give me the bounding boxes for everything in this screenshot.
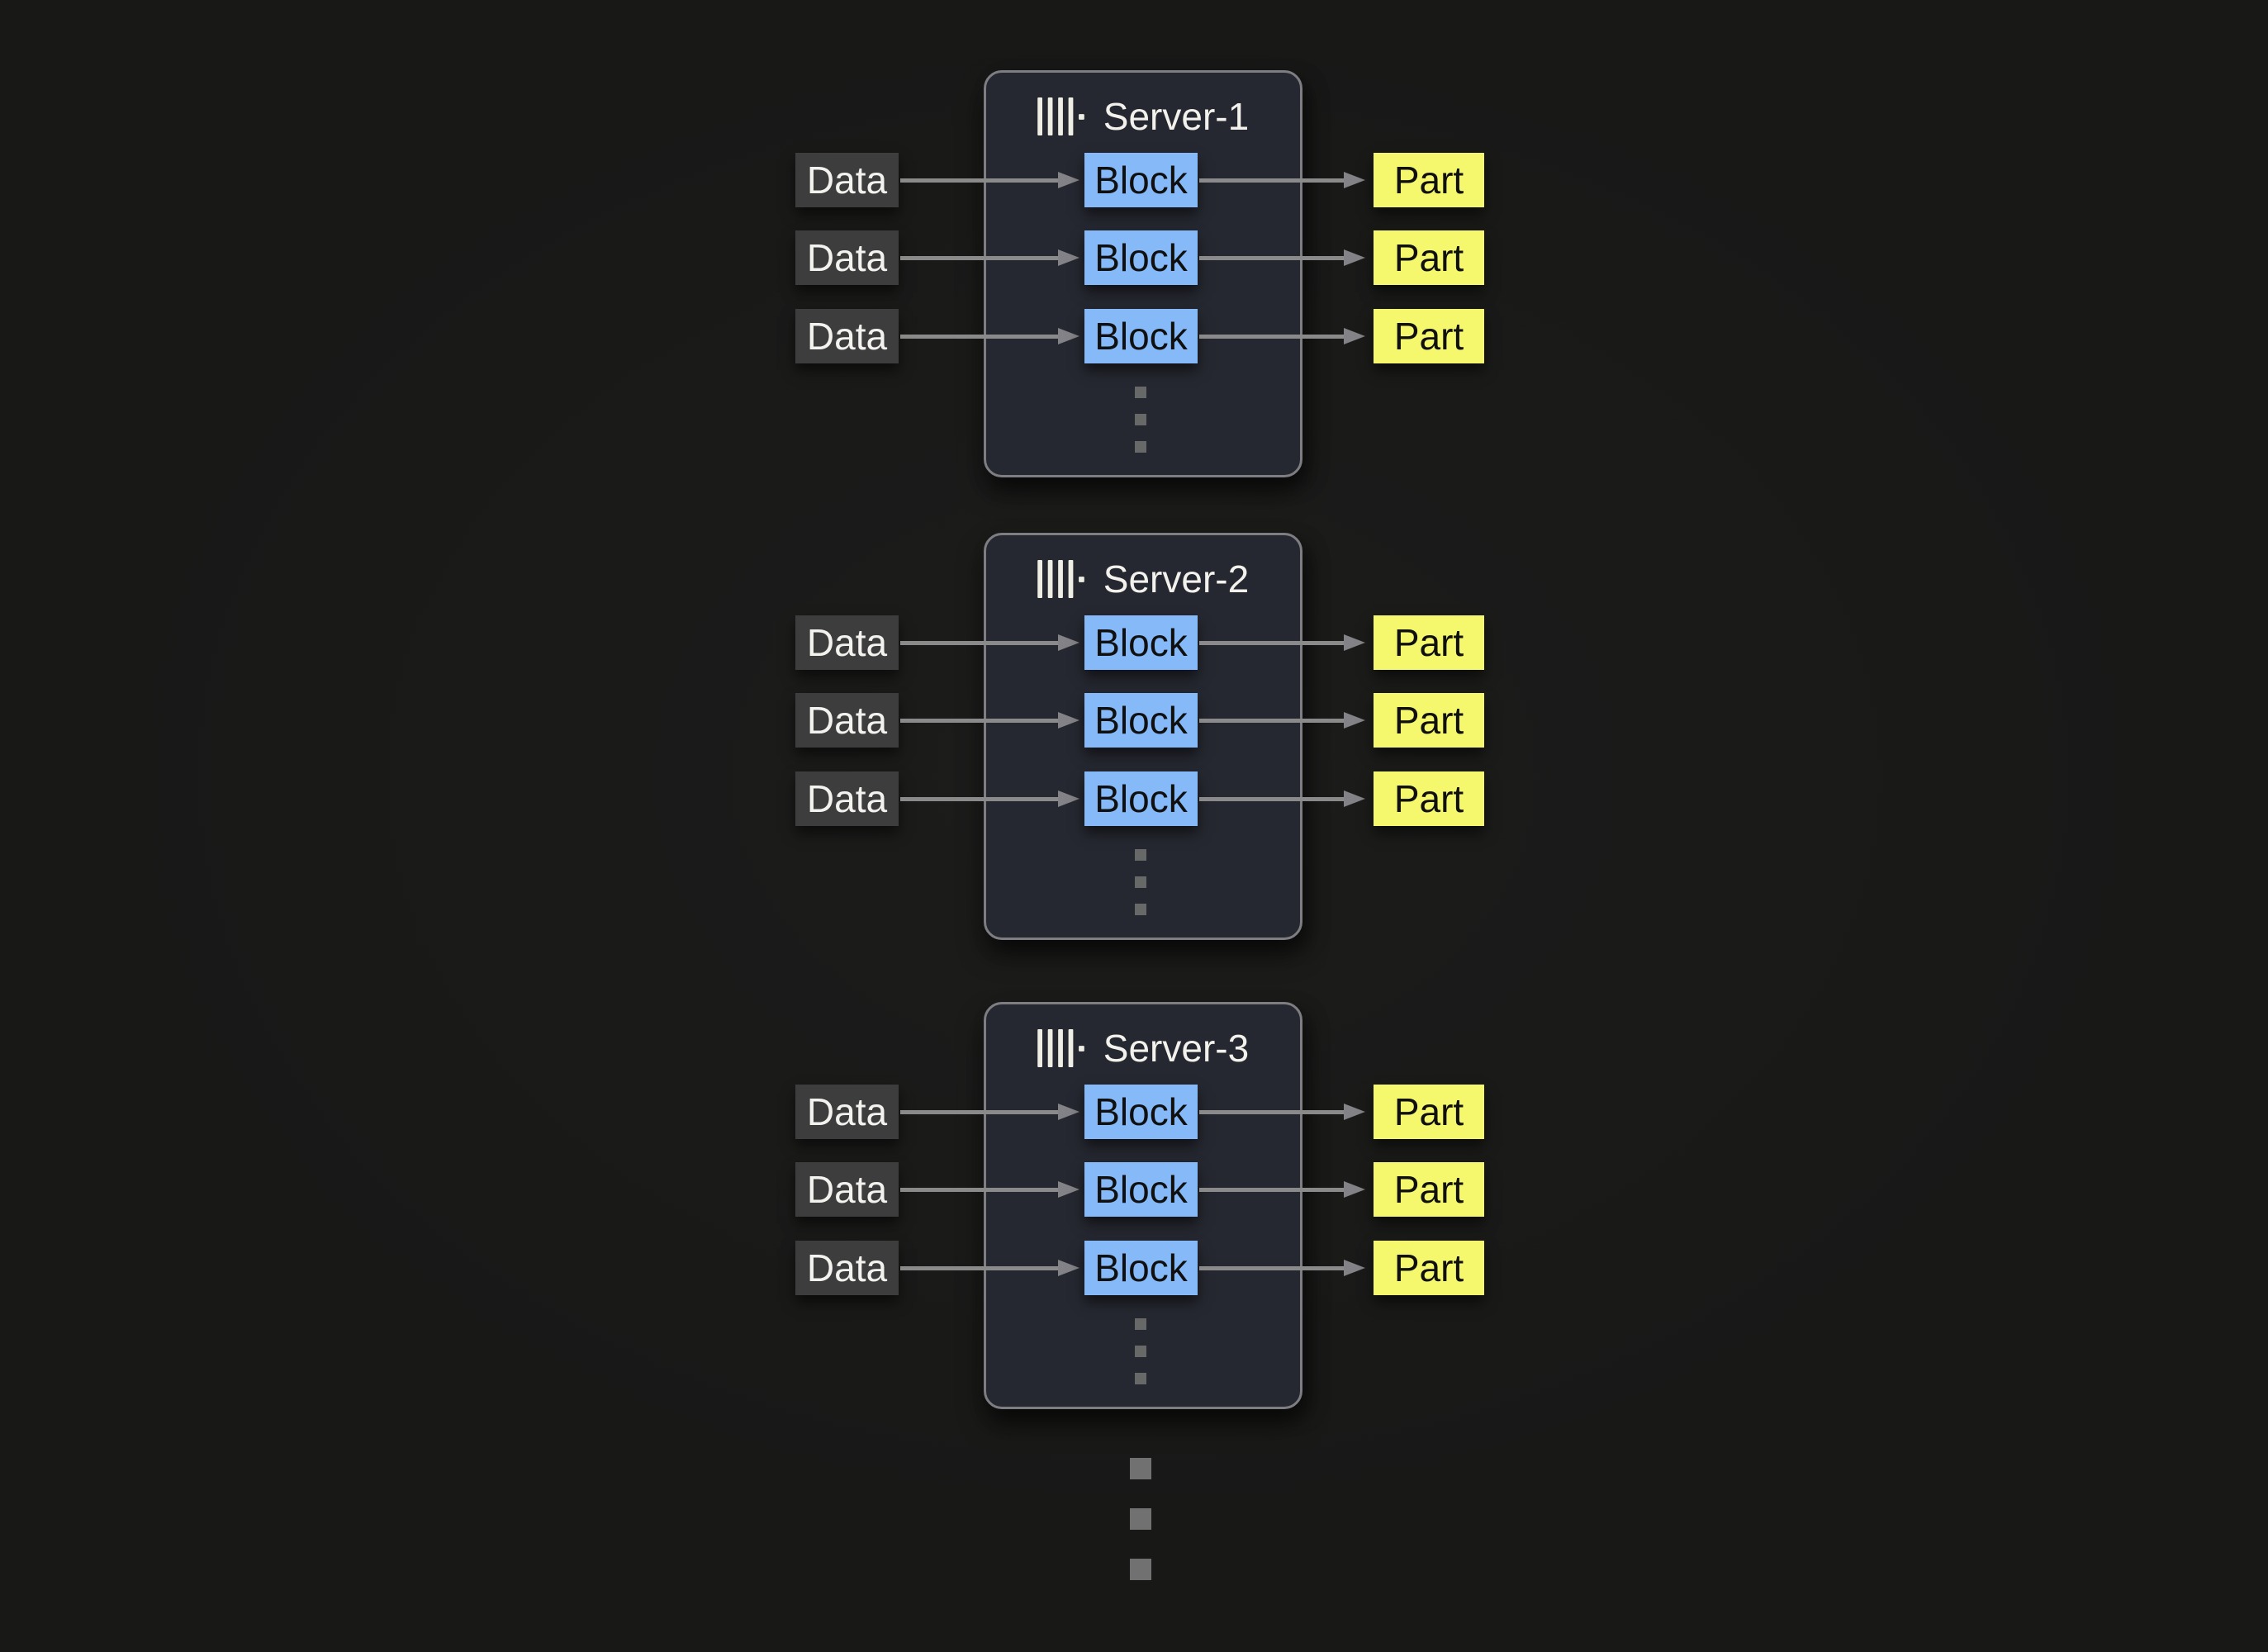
part-node: Part (1374, 1085, 1484, 1139)
server-label: Server-1 (1103, 95, 1250, 138)
arrow-head-icon (1344, 1181, 1365, 1198)
arrow-block-to-part (1199, 790, 1365, 807)
arrow-head-icon (1344, 1260, 1365, 1276)
data-node: Data (795, 230, 899, 285)
block-node: Block (1084, 771, 1198, 826)
part-node: Part (1374, 230, 1484, 285)
data-node: Data (795, 1162, 899, 1217)
block-node: Block (1084, 230, 1198, 285)
arrow-head-icon (1058, 172, 1079, 188)
server-group-1: Server-1 Data Block Part Data Block Part… (0, 70, 2268, 477)
arrow-data-to-block (900, 1260, 1079, 1276)
arrow-shaft (900, 1109, 1058, 1114)
arrow-block-to-part (1199, 172, 1365, 188)
arrow-block-to-part (1199, 712, 1365, 729)
arrow-block-to-part (1199, 249, 1365, 266)
arrow-shaft (900, 178, 1058, 183)
arrow-shaft (900, 1187, 1058, 1192)
server-group-2: Server-2 Data Block Part Data Block Part… (0, 533, 2268, 940)
part-node: Part (1374, 1162, 1484, 1217)
arrow-head-icon (1058, 328, 1079, 344)
arrow-shaft (900, 255, 1058, 260)
arrow-shaft (1199, 334, 1344, 339)
arrow-shaft (1199, 640, 1344, 645)
arrow-data-to-block (900, 712, 1079, 729)
server-label: Server-3 (1103, 1027, 1250, 1070)
data-node: Data (795, 1085, 899, 1139)
data-node: Data (795, 693, 899, 748)
part-node: Part (1374, 615, 1484, 670)
server-rack-icon (1037, 560, 1084, 598)
arrow-shaft (900, 796, 1058, 801)
arrow-head-icon (1058, 1181, 1079, 1198)
server-rack-icon (1037, 97, 1084, 135)
arrow-head-icon (1058, 790, 1079, 807)
part-node: Part (1374, 309, 1484, 363)
arrow-data-to-block (900, 249, 1079, 266)
ellipsis-dots (1135, 1318, 1146, 1384)
arrow-block-to-part (1199, 634, 1365, 651)
arrow-shaft (1199, 718, 1344, 723)
server-2-title: Server-2 (984, 556, 1302, 602)
part-node: Part (1374, 693, 1484, 748)
part-node: Part (1374, 1241, 1484, 1295)
arrow-head-icon (1058, 634, 1079, 651)
block-node: Block (1084, 1241, 1198, 1295)
arrow-data-to-block (900, 1181, 1079, 1198)
arrow-data-to-block (900, 1104, 1079, 1120)
arrow-head-icon (1058, 712, 1079, 729)
arrow-shaft (1199, 1265, 1344, 1270)
arrow-head-icon (1058, 1260, 1079, 1276)
arrow-head-icon (1344, 1104, 1365, 1120)
arrow-head-icon (1344, 634, 1365, 651)
arrow-data-to-block (900, 634, 1079, 651)
data-node: Data (795, 1241, 899, 1295)
server-label: Server-2 (1103, 558, 1250, 601)
arrow-head-icon (1344, 712, 1365, 729)
arrow-block-to-part (1199, 328, 1365, 344)
arrow-block-to-part (1199, 1260, 1365, 1276)
arrow-shaft (900, 334, 1058, 339)
arrow-head-icon (1344, 790, 1365, 807)
arrow-data-to-block (900, 172, 1079, 188)
arrow-data-to-block (900, 328, 1079, 344)
server-rack-icon (1037, 1029, 1084, 1067)
data-node: Data (795, 771, 899, 826)
arrow-head-icon (1344, 328, 1365, 344)
arrow-block-to-part (1199, 1104, 1365, 1120)
block-node: Block (1084, 1162, 1198, 1217)
arrow-shaft (1199, 178, 1344, 183)
arrow-head-icon (1058, 249, 1079, 266)
arrow-data-to-block (900, 790, 1079, 807)
block-node: Block (1084, 693, 1198, 748)
block-node: Block (1084, 615, 1198, 670)
ellipsis-dots (1135, 387, 1146, 453)
block-node: Block (1084, 1085, 1198, 1139)
data-node: Data (795, 309, 899, 363)
arrow-head-icon (1344, 172, 1365, 188)
arrow-head-icon (1344, 249, 1365, 266)
arrow-shaft (900, 640, 1058, 645)
arrow-shaft (900, 1265, 1058, 1270)
block-node: Block (1084, 309, 1198, 363)
arrow-block-to-part (1199, 1181, 1365, 1198)
arrow-shaft (1199, 255, 1344, 260)
data-node: Data (795, 615, 899, 670)
ellipsis-dots (1135, 849, 1146, 915)
data-node: Data (795, 153, 899, 207)
arrow-shaft (1199, 1109, 1344, 1114)
block-node: Block (1084, 153, 1198, 207)
arrow-shaft (1199, 1187, 1344, 1192)
server-group-3: Server-3 Data Block Part Data Block Part… (0, 1002, 2268, 1409)
arrow-head-icon (1058, 1104, 1079, 1120)
part-node: Part (1374, 153, 1484, 207)
arrow-shaft (1199, 796, 1344, 801)
continuation-dots (1130, 1458, 1151, 1580)
server-1-title: Server-1 (984, 93, 1302, 140)
server-3-title: Server-3 (984, 1025, 1302, 1071)
arrow-shaft (900, 718, 1058, 723)
part-node: Part (1374, 771, 1484, 826)
